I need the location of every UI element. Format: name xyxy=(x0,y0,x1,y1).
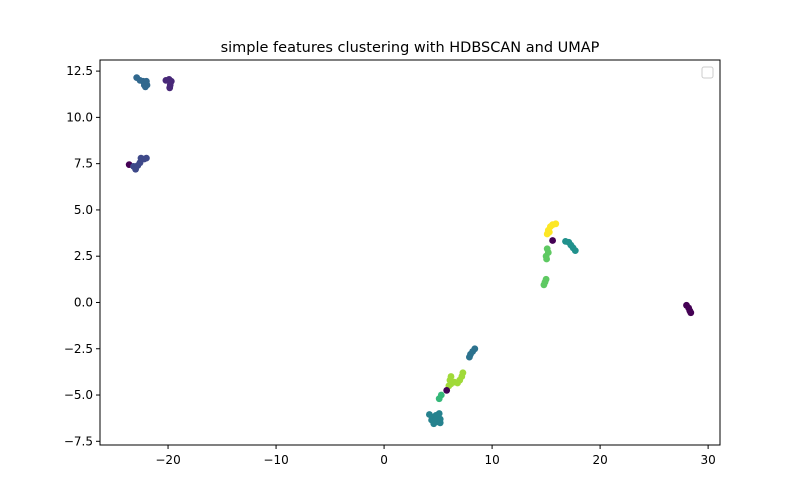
x-tick-label: 30 xyxy=(700,453,715,467)
data-point xyxy=(543,255,550,263)
data-point xyxy=(687,309,695,317)
y-tick-label: 7.5 xyxy=(74,157,93,171)
data-point xyxy=(540,281,548,289)
y-tick-label: −2.5 xyxy=(64,342,93,356)
x-tick-label: 0 xyxy=(380,453,388,467)
axes-layer: −20 −10 0 10 20 30 −7.5 −5.0 −2.5 0.0 2.5 5.0 7.5 10.… xyxy=(64,64,716,467)
data-point xyxy=(436,415,444,423)
chart-title: simple features clustering with HDBSCAN … xyxy=(221,40,600,56)
data-point xyxy=(545,228,553,236)
y-tick-label: 12.5 xyxy=(66,64,93,78)
data-point xyxy=(552,220,560,228)
data-point xyxy=(447,373,455,380)
data-point xyxy=(549,237,556,244)
x-tick-label: 10 xyxy=(484,453,499,467)
y-tick-label: −7.5 xyxy=(64,434,93,448)
data-point xyxy=(443,387,451,394)
data-point xyxy=(166,84,174,92)
y-tick-label: 0.0 xyxy=(74,295,93,309)
data-point xyxy=(143,154,150,162)
x-tick-label: −10 xyxy=(263,453,288,467)
y-tick-label: 10.0 xyxy=(66,110,93,124)
data-point xyxy=(571,247,579,255)
legend-box xyxy=(701,66,714,79)
data-point xyxy=(142,83,149,91)
data-point xyxy=(435,395,443,403)
y-tick-label: 5.0 xyxy=(74,203,93,217)
x-tick-label: 20 xyxy=(592,453,607,467)
plot-frame xyxy=(99,59,721,446)
data-point xyxy=(430,420,438,428)
y-tick-label: 2.5 xyxy=(74,249,93,263)
data-point xyxy=(466,353,473,361)
points-layer xyxy=(125,74,695,428)
y-tick-label: −5.0 xyxy=(64,388,93,402)
x-tick-label: −20 xyxy=(155,453,180,467)
